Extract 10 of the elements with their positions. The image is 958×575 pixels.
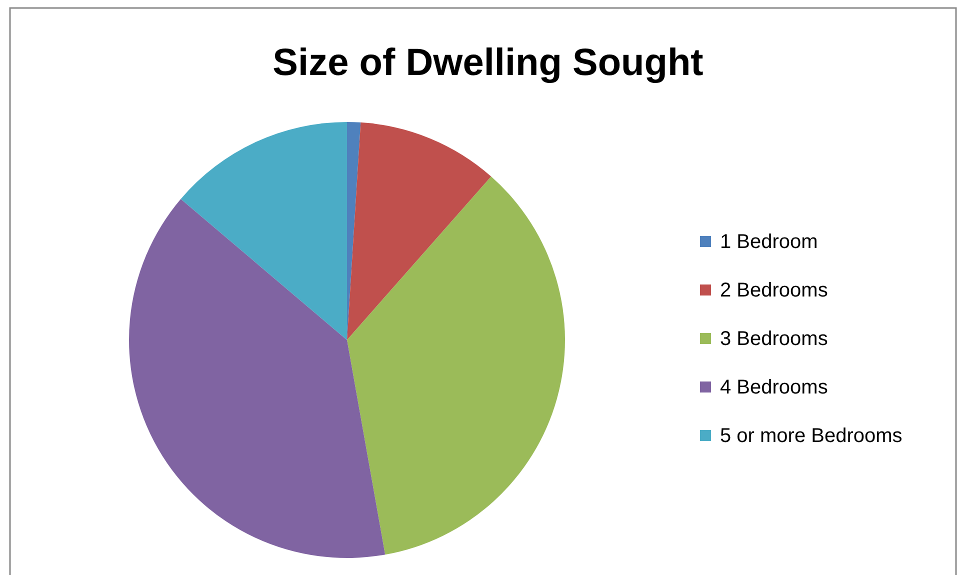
pie-slice bbox=[347, 176, 565, 555]
legend-label: 3 Bedrooms bbox=[720, 328, 828, 350]
pie-slice bbox=[347, 122, 492, 340]
pie-slice bbox=[129, 198, 386, 558]
legend-label: 1 Bedroom bbox=[720, 231, 818, 253]
legend-label: 2 Bedrooms bbox=[720, 280, 828, 302]
pie-slice bbox=[180, 122, 347, 340]
chart-title: Size of Dwelling Sought bbox=[272, 42, 704, 84]
legend-label: 4 Bedrooms bbox=[720, 376, 828, 398]
legend-label: 5 or more Bedrooms bbox=[720, 425, 902, 447]
